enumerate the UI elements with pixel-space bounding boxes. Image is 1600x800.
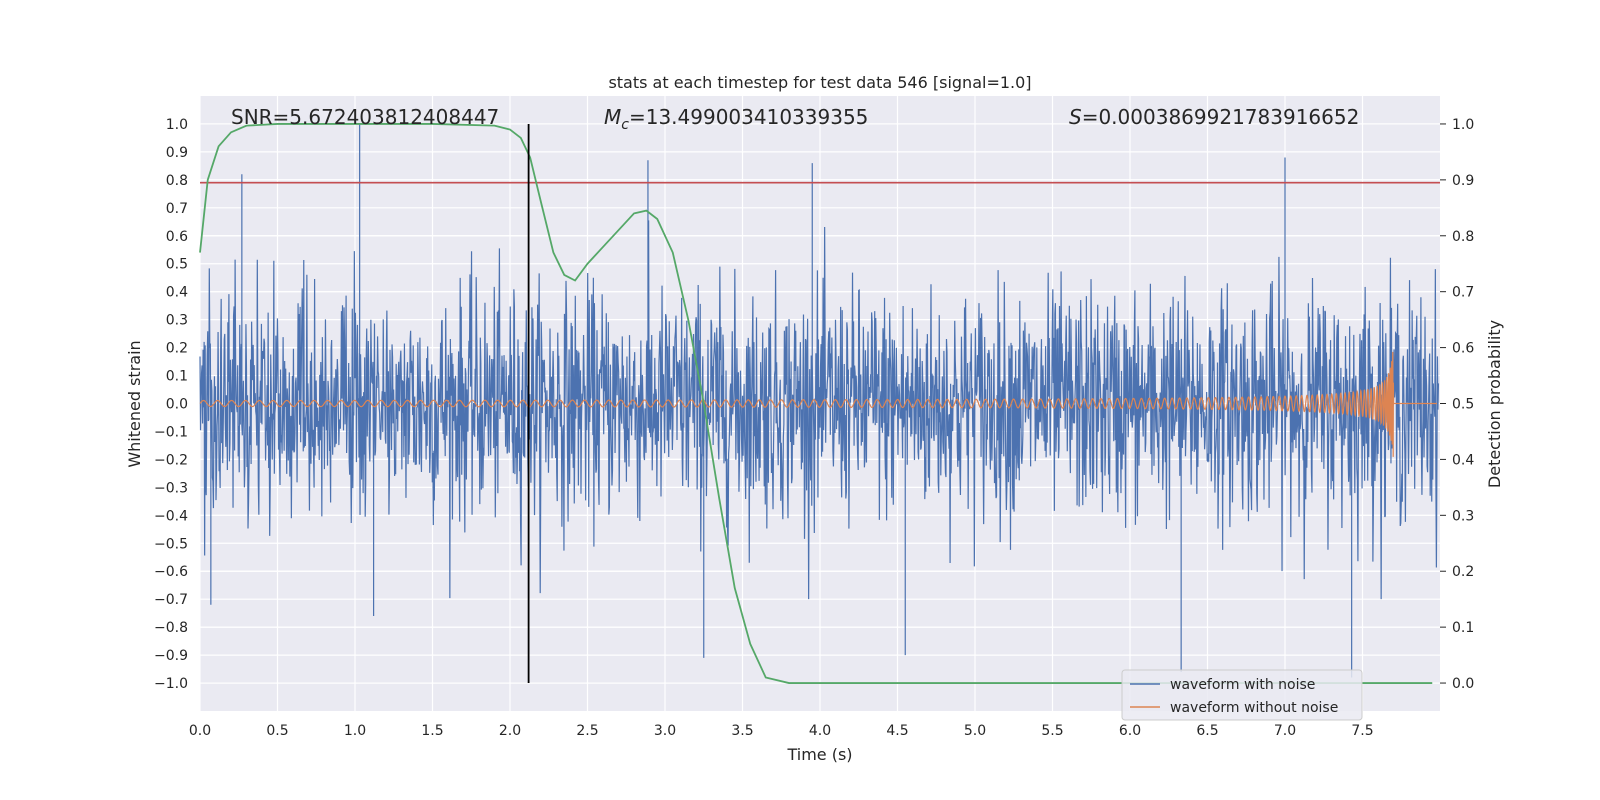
- right-tick-label: 0.9: [1452, 173, 1474, 189]
- s-annotation: S=0.0003869921783916652: [1069, 105, 1359, 129]
- left-tick-label: 1.0: [166, 117, 188, 133]
- left-tick-label: −0.1: [154, 424, 188, 440]
- x-tick-label: 2.0: [499, 723, 521, 739]
- left-tick-label: −0.4: [154, 508, 188, 524]
- y-axis-label-left: Whitened strain: [125, 340, 144, 467]
- left-tick-label: 0.3: [166, 313, 188, 329]
- x-tick-label: 3.0: [654, 723, 676, 739]
- y-axis-label-right: Detection probability: [1485, 320, 1504, 488]
- snr-annotation: SNR=5.672403812408447: [231, 105, 499, 129]
- x-tick-label: 4.5: [886, 723, 908, 739]
- x-tick-label: 5.5: [1041, 723, 1063, 739]
- right-tick-label: 0.1: [1452, 620, 1474, 636]
- mc-value: =13.499003410339355: [629, 105, 868, 129]
- legend-label-clean: waveform without noise: [1170, 700, 1338, 716]
- left-tick-label: −0.7: [154, 592, 188, 608]
- x-axis-ticks: 0.0 0.5 1.0 1.5 2.0 2.5 3.0 3.5 4.0 4.5 5.0 5.5 6.0 6…: [189, 723, 1374, 739]
- right-tick-label: 0.8: [1452, 229, 1474, 245]
- right-tick-label: 0.0: [1452, 676, 1474, 692]
- left-tick-label: −0.8: [154, 620, 188, 636]
- left-tick-label: −0.9: [154, 648, 188, 664]
- mc-subscript: c: [621, 117, 629, 133]
- legend-label-noise: waveform with noise: [1170, 677, 1315, 693]
- x-tick-label: 3.5: [731, 723, 753, 739]
- left-tick-label: −0.6: [154, 564, 188, 580]
- mc-annotation: Mc=13.499003410339355: [604, 105, 868, 133]
- x-tick-label: 1.0: [344, 723, 366, 739]
- right-tick-label: 0.2: [1452, 564, 1474, 580]
- mc-symbol: M: [604, 105, 621, 129]
- left-axis-ticks: 1.0 0.9 0.8 0.7 0.6 0.5 0.4 0.3 0.2 0.1 0.0 −0.1 −0.…: [154, 117, 188, 692]
- left-tick-label: 0.8: [166, 173, 188, 189]
- legend-box: [1121, 669, 1363, 721]
- x-tick-label: 2.5: [576, 723, 598, 739]
- left-tick-label: 0.9: [166, 145, 188, 161]
- series-waveform-without-noise: [199, 351, 1437, 457]
- series-detection-probability: [199, 123, 1433, 684]
- left-tick-label: −0.3: [154, 480, 188, 496]
- x-tick-label: 6.5: [1196, 723, 1218, 739]
- x-tick-label: 7.5: [1351, 723, 1373, 739]
- left-tick-label: −0.2: [154, 452, 188, 468]
- x-tick-label: 7.0: [1274, 723, 1296, 739]
- left-tick-label: 0.7: [166, 201, 188, 217]
- left-tick-label: 0.2: [166, 341, 188, 357]
- right-axis-ticks: 1.0 0.9 0.8 0.7 0.6 0.5 0.4 0.3 0.2 0.1 0.0: [1440, 117, 1474, 692]
- chart-title: stats at each timestep for test data 546…: [608, 73, 1031, 92]
- left-tick-label: 0.1: [166, 369, 188, 385]
- s-symbol: S: [1069, 105, 1082, 129]
- left-tick-label: 0.4: [166, 285, 188, 301]
- x-axis-label: Time (s): [786, 745, 852, 764]
- left-tick-label: 0.6: [166, 229, 188, 245]
- left-tick-label: −1.0: [154, 676, 188, 692]
- right-tick-label: 0.5: [1452, 397, 1474, 413]
- left-tick-label: −0.5: [154, 536, 188, 552]
- x-tick-label: 4.0: [809, 723, 831, 739]
- x-tick-label: 0.5: [266, 723, 288, 739]
- right-tick-label: 1.0: [1452, 117, 1474, 133]
- left-tick-label: 0.5: [166, 257, 188, 273]
- x-tick-label: 1.5: [421, 723, 443, 739]
- series-waveform-with-noise: [199, 123, 1440, 678]
- right-tick-label: 0.6: [1452, 341, 1474, 357]
- s-value: =0.0003869921783916652: [1082, 105, 1360, 129]
- plot-area: [199, 123, 1440, 684]
- x-tick-label: 6.0: [1119, 723, 1141, 739]
- right-tick-label: 0.4: [1452, 452, 1474, 468]
- legend: waveform with noise waveform without noi…: [1121, 669, 1363, 721]
- x-tick-label: 0.0: [189, 723, 211, 739]
- x-tick-label: 5.0: [964, 723, 986, 739]
- right-tick-label: 0.3: [1452, 508, 1474, 524]
- right-tick-label: 0.7: [1452, 285, 1474, 301]
- left-tick-label: 0.0: [166, 397, 188, 413]
